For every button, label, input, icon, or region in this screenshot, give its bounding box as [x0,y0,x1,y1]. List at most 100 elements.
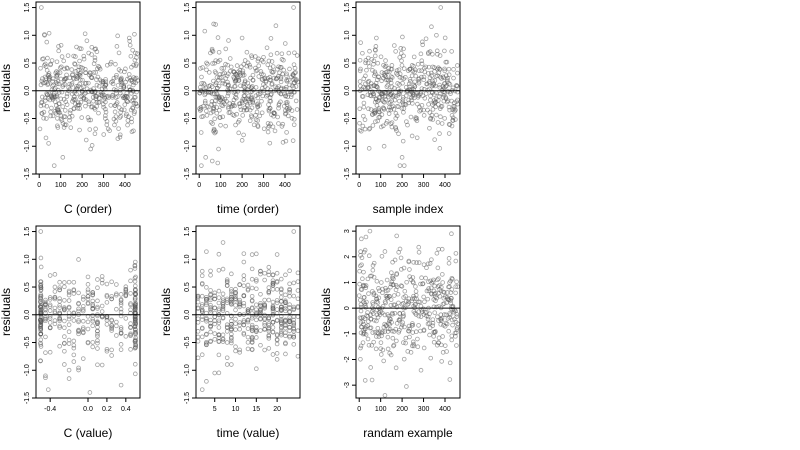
data-point [419,61,425,67]
data-point [295,270,301,276]
data-point [430,51,435,57]
data-point [362,117,368,123]
data-point [132,361,138,367]
data-point [118,330,124,335]
data-point [420,42,426,48]
data-point [71,291,77,296]
data-point [109,328,114,333]
data-point [445,290,450,295]
data-point [54,73,59,79]
data-point [249,347,255,353]
data-point [226,104,231,110]
y-tick-label: 0.5 [24,282,31,292]
data-point [274,50,280,56]
data-point [295,314,301,319]
data-point [70,96,76,102]
data-point [413,329,419,335]
data-point [370,267,376,273]
data-point [293,70,298,75]
data-point [43,315,48,320]
data-point [245,309,251,315]
data-point [440,74,446,80]
data-point [237,304,242,310]
data-point [208,317,213,323]
data-point [58,96,64,102]
data-point [283,272,288,278]
data-point [287,305,292,310]
data-point [118,309,124,315]
data-point [103,106,108,112]
data-point [104,281,110,287]
data-point [132,276,138,281]
data-point [366,253,372,259]
x-tick-label: 100 [375,182,387,189]
data-point [77,73,83,78]
x-tick-label: 300 [418,182,430,189]
data-point [398,255,404,261]
data-point [357,68,363,74]
x-axis-label: C (order) [64,202,112,216]
data-point [133,337,138,343]
data-point [387,350,393,356]
data-point [66,341,72,346]
data-point [64,102,70,107]
data-point [454,327,460,332]
data-point [57,70,63,75]
data-point [95,338,100,343]
data-point [393,111,399,116]
data-point [441,75,447,81]
data-point [118,382,124,388]
data-point [118,300,124,306]
data-point [274,252,280,257]
data-point [85,326,91,332]
data-point [76,318,81,323]
data-point [130,47,135,53]
data-point [287,319,292,325]
data-point [274,307,280,312]
data-point [435,66,440,72]
data-point [90,316,96,322]
data-point [388,297,394,302]
data-point [425,107,430,113]
data-point [388,77,393,83]
data-point [208,339,213,345]
data-point [379,253,385,259]
x-tick-label: 200 [396,182,408,189]
data-point [71,359,77,364]
data-point [229,321,234,327]
data-point [80,318,86,324]
data-point [389,120,395,125]
data-point [267,106,273,111]
data-point [57,287,62,293]
data-point [421,74,427,80]
data-point [225,62,230,68]
y-tick-label: 1.5 [344,3,351,13]
data-point [278,304,284,310]
data-point [127,42,133,48]
data-point [66,322,72,328]
data-point [203,155,208,160]
data-point [243,89,248,94]
data-point [241,107,247,113]
data-point [454,99,459,104]
data-point [254,67,260,73]
data-point [375,325,381,331]
data-point [382,249,388,254]
data-point [237,320,242,325]
data-point [76,308,81,314]
data-point [268,87,273,93]
data-point [289,115,295,121]
data-point [79,115,85,120]
data-point [389,270,394,275]
data-point [388,107,394,113]
data-point [390,103,396,109]
data-point [423,36,429,42]
x-tick-label: 0 [197,182,201,189]
data-point [365,79,371,85]
data-point [278,295,284,300]
data-point [424,288,430,294]
data-point [429,291,435,297]
data-point [420,281,426,286]
data-point [291,122,297,128]
data-point [381,358,386,364]
